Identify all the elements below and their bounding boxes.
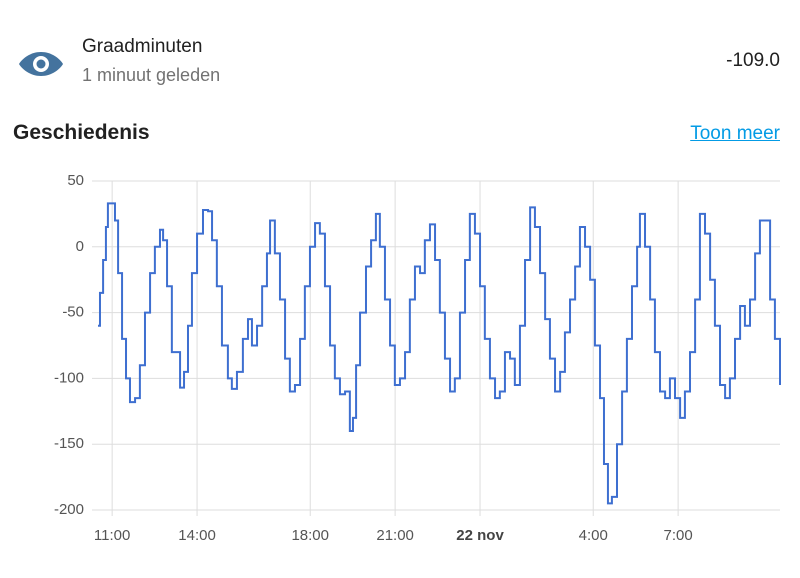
x-tick-label: 22 nov (456, 527, 504, 544)
y-tick-label: -50 (62, 304, 84, 321)
y-tick-label: -100 (54, 369, 84, 386)
x-tick-label: 21:00 (376, 527, 414, 544)
entity-state: -109.0 (726, 50, 780, 71)
last-changed: 1 minuut geleden (82, 65, 221, 85)
x-tick-label: 11:00 (94, 527, 130, 544)
x-tick-label: 18:00 (291, 527, 329, 544)
x-tick-label: 4:00 (579, 527, 608, 544)
y-tick-label: 0 (76, 238, 84, 255)
x-tick-label: 7:00 (664, 527, 693, 544)
y-tick-label: -150 (54, 435, 84, 452)
show-more-link[interactable]: Toon meer (690, 123, 780, 144)
data-line (98, 202, 781, 505)
entity-name: Graadminuten (82, 36, 203, 57)
history-title: Geschiedenis (13, 121, 150, 144)
eye-icon (19, 52, 63, 76)
y-tick-label: 50 (67, 172, 84, 189)
y-tick-label: -200 (54, 501, 84, 518)
x-tick-label: 14:00 (178, 527, 216, 544)
